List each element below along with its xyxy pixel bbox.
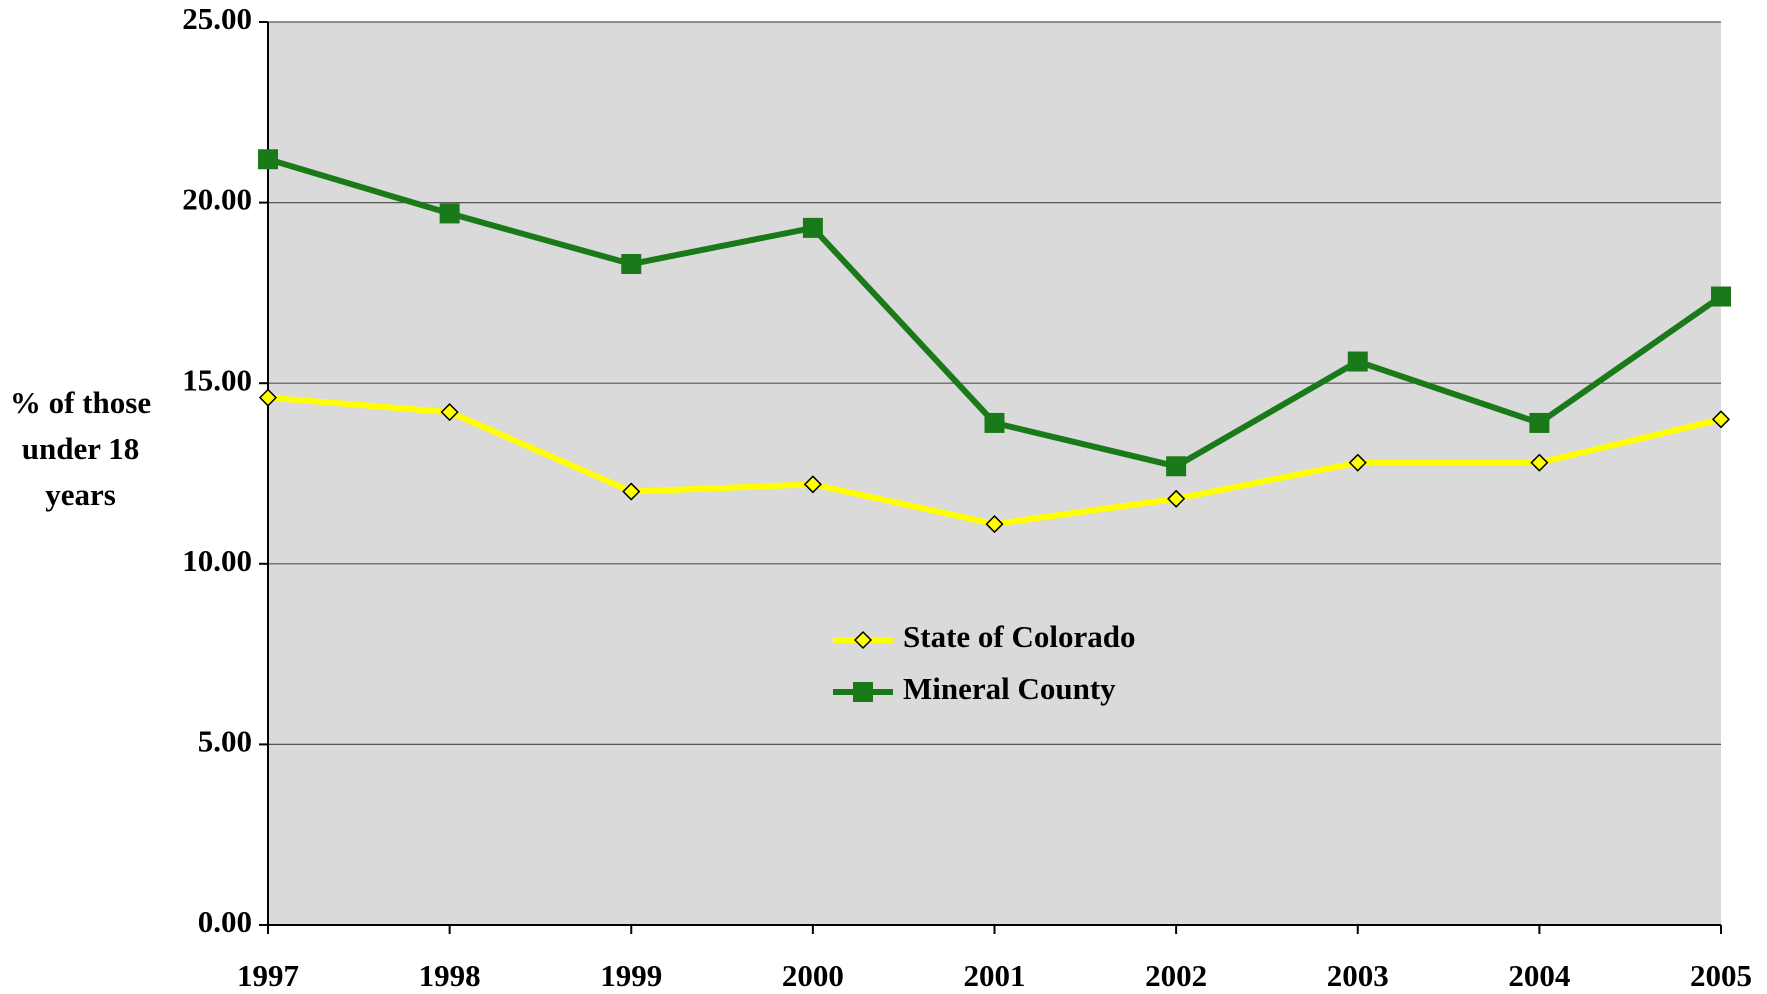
data-point (985, 515, 1004, 534)
x-tick-label: 1998 (419, 958, 481, 993)
data-point (621, 254, 642, 275)
data-point (1348, 453, 1367, 472)
y-tick-label: 5.00 (198, 724, 252, 759)
data-point (258, 149, 278, 170)
data-point (258, 388, 278, 407)
data-point (803, 475, 822, 494)
data-point (802, 217, 823, 238)
data-point (1530, 453, 1549, 472)
y-tick-label: 25.00 (182, 1, 252, 36)
x-tick-label: 2000 (782, 958, 844, 993)
data-point (1347, 351, 1368, 372)
legend-marker (853, 682, 873, 702)
data-point (1711, 410, 1731, 429)
x-tick-label: 1997 (237, 958, 299, 993)
plot-area (268, 22, 1721, 925)
x-tick-label: 2003 (1327, 958, 1389, 993)
y-tick-label: 20.00 (182, 182, 252, 217)
legend-label: Mineral County (903, 671, 1116, 706)
x-tick-label: 1999 (600, 958, 662, 993)
x-tick-label: 2005 (1690, 958, 1752, 993)
y-axis-label: % of those under 18 years (9, 385, 152, 512)
data-point (440, 403, 459, 422)
data-point (622, 482, 641, 501)
y-tick-label: 10.00 (182, 543, 252, 578)
x-tick-label: 2004 (1508, 958, 1570, 993)
data-point (1529, 412, 1550, 433)
y-tick-label: 15.00 (182, 362, 252, 397)
data-point (1166, 456, 1187, 477)
legend-marker (853, 630, 873, 650)
data-point (1167, 489, 1186, 508)
y-tick-label: 0.00 (198, 904, 252, 939)
x-tick-label: 2002 (1145, 958, 1207, 993)
legend-label: State of Colorado (903, 619, 1135, 654)
x-tick-label: 2001 (964, 958, 1026, 993)
data-point (1711, 286, 1731, 307)
data-point (439, 203, 460, 224)
data-point (984, 412, 1005, 433)
